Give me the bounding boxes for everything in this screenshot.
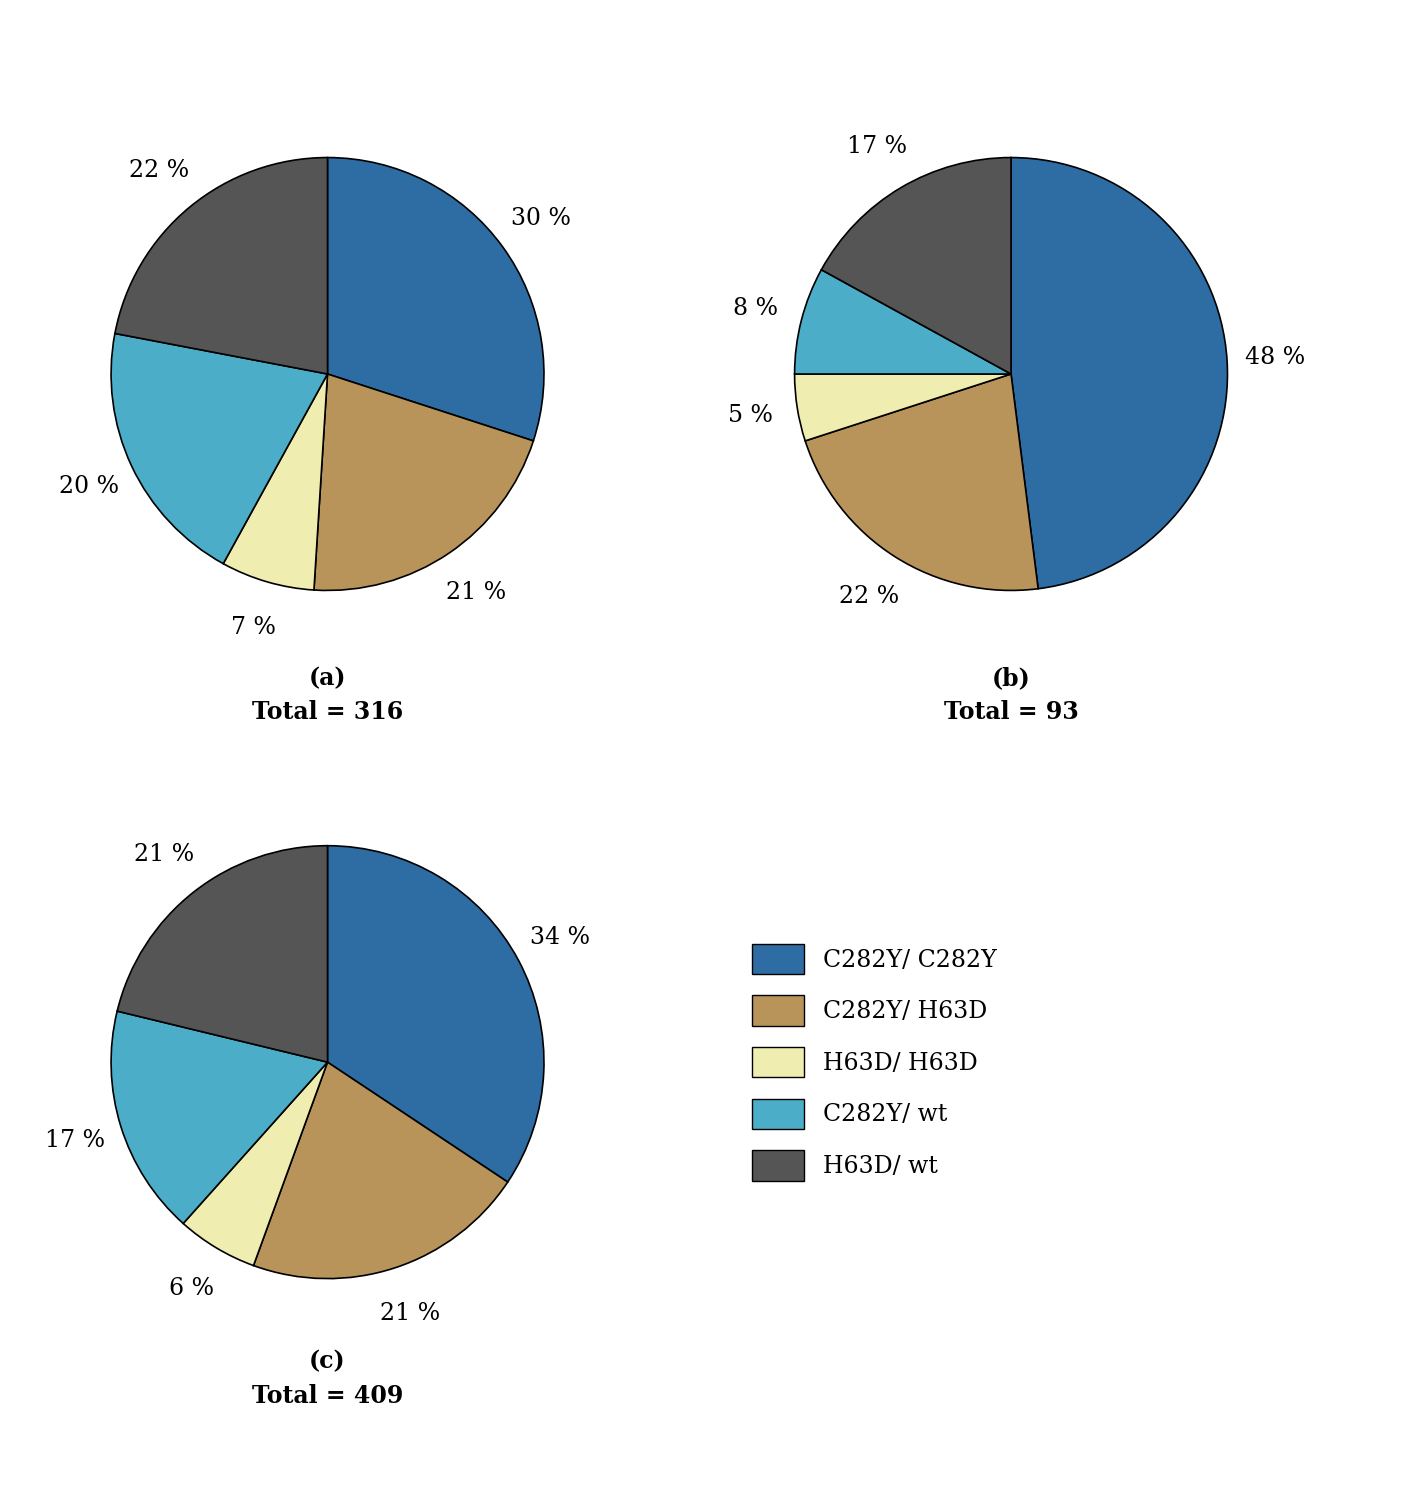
Text: 21 %: 21 %: [380, 1302, 440, 1324]
Text: 8 %: 8 %: [733, 296, 778, 320]
Wedge shape: [111, 334, 328, 564]
Text: 21 %: 21 %: [134, 844, 194, 866]
Wedge shape: [328, 845, 544, 1182]
Text: (b): (b): [991, 666, 1031, 690]
Wedge shape: [253, 1062, 508, 1279]
Text: 17 %: 17 %: [847, 135, 907, 159]
Wedge shape: [313, 374, 534, 591]
Text: Total = 93: Total = 93: [944, 700, 1078, 724]
Wedge shape: [117, 845, 328, 1062]
Text: 5 %: 5 %: [728, 404, 773, 426]
Text: Total = 316: Total = 316: [252, 700, 403, 724]
Legend: C282Y/ C282Y, C282Y/ H63D, H63D/ H63D, C282Y/ wt, H63D/ wt: C282Y/ C282Y, C282Y/ H63D, H63D/ H63D, C…: [752, 944, 997, 1180]
Text: (a): (a): [309, 666, 346, 690]
Wedge shape: [184, 1062, 328, 1266]
Wedge shape: [822, 157, 1011, 374]
Text: 34 %: 34 %: [530, 926, 591, 948]
Text: 22 %: 22 %: [840, 585, 900, 609]
Wedge shape: [795, 269, 1011, 374]
Text: Total = 409: Total = 409: [252, 1384, 403, 1408]
Wedge shape: [115, 157, 328, 374]
Wedge shape: [805, 374, 1038, 591]
Text: 21 %: 21 %: [446, 580, 506, 604]
Wedge shape: [328, 157, 544, 441]
Wedge shape: [795, 374, 1011, 441]
Wedge shape: [1011, 157, 1227, 589]
Text: (c): (c): [309, 1349, 346, 1373]
Wedge shape: [111, 1011, 328, 1224]
Wedge shape: [224, 374, 328, 589]
Text: 7 %: 7 %: [232, 616, 276, 639]
Text: 48 %: 48 %: [1245, 346, 1304, 370]
Text: 17 %: 17 %: [46, 1129, 105, 1152]
Text: 30 %: 30 %: [511, 208, 571, 230]
Text: 6 %: 6 %: [169, 1278, 215, 1300]
Text: 20 %: 20 %: [58, 474, 118, 498]
Text: 22 %: 22 %: [130, 159, 189, 183]
